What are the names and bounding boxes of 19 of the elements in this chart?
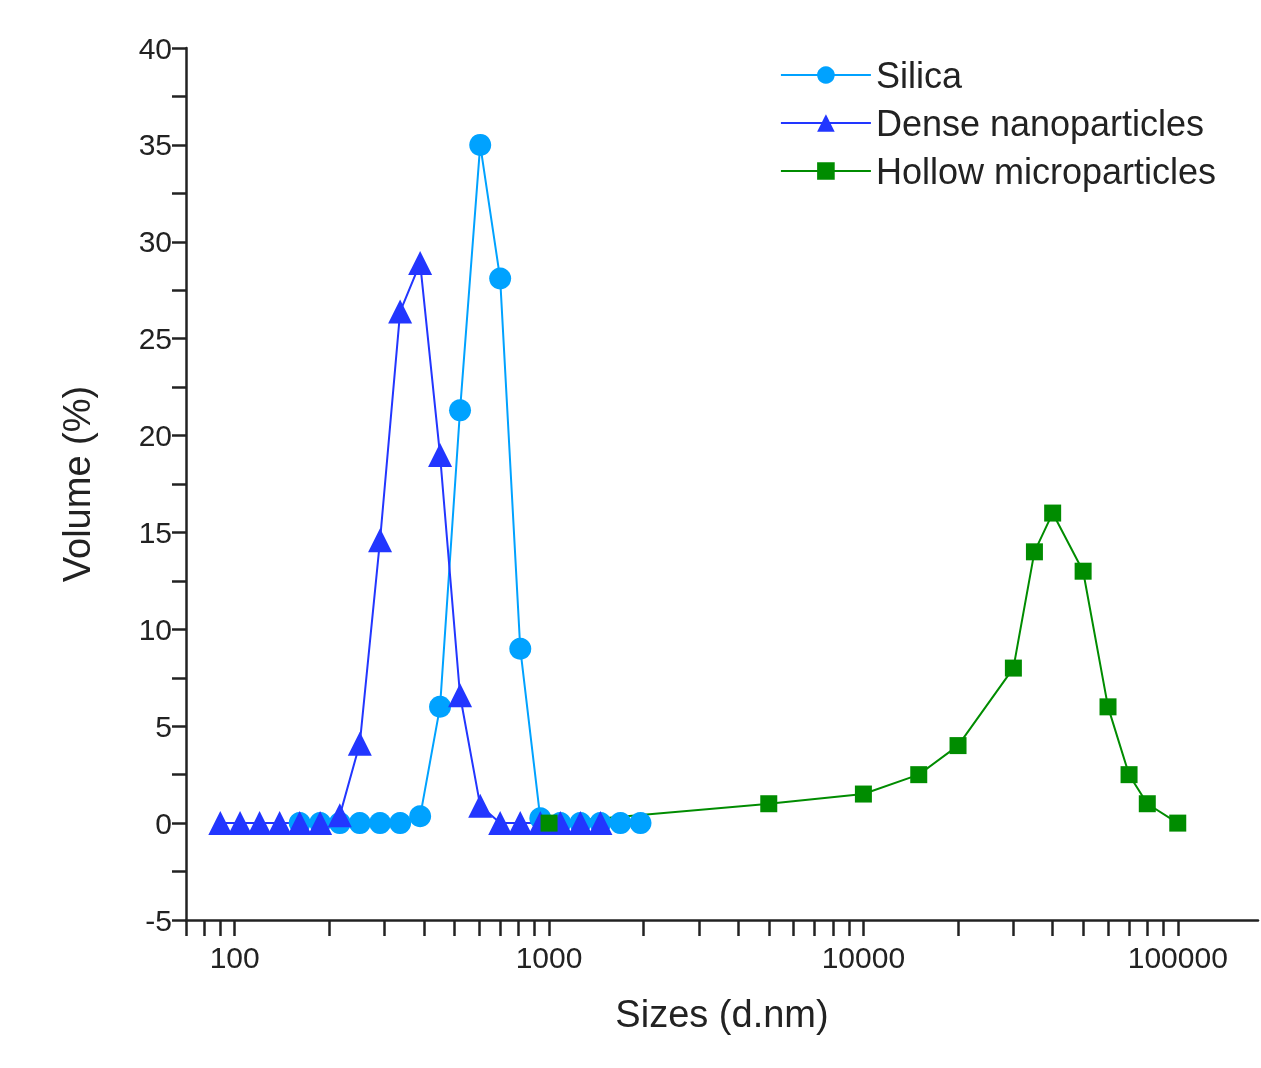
- x-tick-label: 1000: [515, 940, 583, 974]
- y-tick-label: 20: [138, 419, 172, 453]
- y-tick-label: 35: [138, 128, 172, 162]
- legend-label: Silica: [875, 54, 963, 96]
- y-tick-label: 15: [138, 515, 172, 549]
- x-tick-label: 10000: [821, 940, 906, 974]
- x-axis-title: Sizes (d.nm): [615, 993, 829, 1035]
- y-tick-label: 0: [155, 806, 172, 840]
- x-tick-label: 100000: [1127, 940, 1228, 974]
- y-tick-label: 5: [155, 709, 172, 743]
- y-tick-label: 10: [138, 612, 172, 646]
- y-axis-title: Volume (%): [56, 385, 98, 583]
- y-tick-label: 25: [138, 322, 172, 356]
- y-tick-label: 30: [138, 225, 172, 259]
- legend-label: Dense nanoparticles: [875, 102, 1205, 144]
- y-tick-label: -5: [145, 903, 172, 937]
- x-tick-label: 100: [209, 940, 260, 974]
- y-tick-label: 40: [138, 31, 172, 65]
- legend-label: Hollow microparticles: [875, 150, 1217, 192]
